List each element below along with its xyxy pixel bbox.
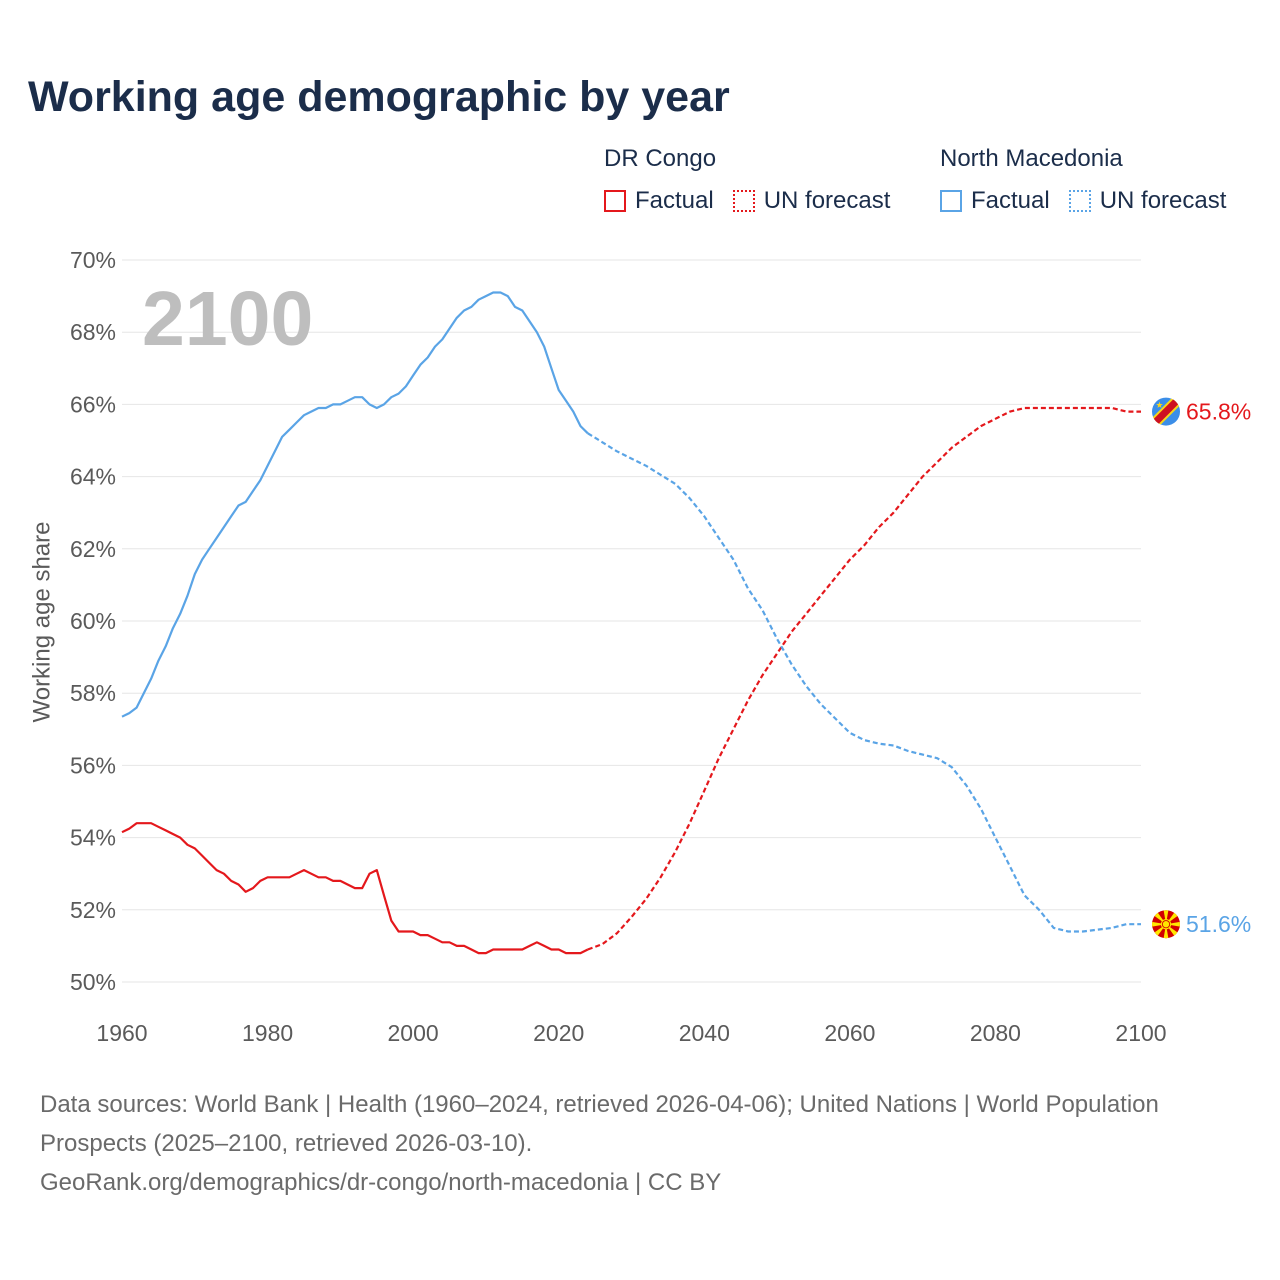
legend-item-factual: Factual bbox=[604, 186, 714, 216]
y-tick-label: 62% bbox=[70, 536, 116, 562]
legend-swatch-dotted bbox=[1068, 190, 1091, 212]
x-tick-label: 2040 bbox=[679, 1020, 730, 1046]
dr-congo-forecast-line bbox=[587, 406, 1141, 951]
data-sources-note: Data sources: World Bank | Health (1960–… bbox=[40, 1091, 1159, 1157]
gridlines bbox=[122, 259, 1141, 983]
legend-swatch-dotted bbox=[732, 190, 755, 212]
x-tick-label: 2080 bbox=[970, 1020, 1021, 1046]
legend-group-north-macedonia: North Macedonia Factual UN forecast bbox=[940, 144, 1226, 216]
north-macedonia-end-label: 51.6% bbox=[1186, 911, 1251, 937]
y-axis-ticks: 50% 52% 54% 56% 58% 60% 62% 64% 66% 68% 70% bbox=[70, 247, 116, 995]
north-macedonia-factual-line bbox=[121, 291, 589, 718]
north-macedonia-forecast-line bbox=[587, 432, 1141, 933]
credit-line: GeoRank.org/demographics/dr-congo/north-… bbox=[40, 1169, 722, 1196]
y-tick-label: 68% bbox=[70, 319, 116, 345]
end-labels: 65.8% 51.6% bbox=[1186, 399, 1251, 938]
y-tick-label: 70% bbox=[70, 247, 116, 273]
x-tick-label: 1960 bbox=[96, 1020, 147, 1046]
series-lines bbox=[121, 291, 1141, 955]
chart-title: Working age demographic by year bbox=[28, 73, 730, 121]
x-tick-label: 2000 bbox=[388, 1020, 439, 1046]
legend-label-factual: Factual bbox=[971, 187, 1050, 214]
legend-item-factual: Factual bbox=[940, 186, 1050, 216]
footer: Data sources: World Bank | Health (1960–… bbox=[40, 1085, 1255, 1202]
north-macedonia-flag-icon bbox=[1152, 910, 1180, 939]
y-tick-label: 58% bbox=[70, 680, 116, 706]
dr-congo-end-label: 65.8% bbox=[1186, 399, 1251, 425]
x-tick-label: 2100 bbox=[1115, 1020, 1166, 1046]
legend-group-dr-congo: DR Congo Factual UN forecast bbox=[604, 144, 890, 216]
y-tick-label: 60% bbox=[70, 608, 116, 634]
x-axis-ticks: 1960 1980 2000 2020 2040 2060 2080 2100 bbox=[96, 1020, 1166, 1046]
y-tick-label: 64% bbox=[70, 464, 116, 490]
year-watermark: 2100 bbox=[142, 276, 313, 362]
dr-congo-factual-line bbox=[121, 822, 589, 955]
y-tick-label: 66% bbox=[70, 391, 116, 417]
legend-item-un-forecast: UN forecast bbox=[1068, 186, 1227, 216]
legend-row: Factual UN forecast bbox=[604, 186, 890, 216]
x-tick-label: 1980 bbox=[242, 1020, 293, 1046]
legend-item-un-forecast: UN forecast bbox=[732, 186, 891, 216]
y-tick-label: 50% bbox=[70, 969, 116, 995]
y-tick-label: 52% bbox=[70, 897, 116, 923]
legend-label-un-forecast: UN forecast bbox=[763, 187, 891, 214]
legend-country-name: North Macedonia bbox=[940, 145, 1123, 172]
legend-country-name: DR Congo bbox=[604, 145, 717, 172]
legend-label-un-forecast: UN forecast bbox=[1099, 187, 1227, 214]
legend-label-factual: Factual bbox=[635, 187, 714, 214]
dr-congo-flag-icon bbox=[1152, 397, 1180, 426]
legend-swatch-solid bbox=[940, 190, 962, 212]
legend-row: Factual UN forecast bbox=[940, 186, 1226, 216]
y-tick-label: 56% bbox=[70, 752, 116, 778]
y-axis-title: Working age share bbox=[29, 522, 56, 723]
x-tick-label: 2020 bbox=[533, 1020, 584, 1046]
y-tick-label: 54% bbox=[70, 825, 116, 851]
x-tick-label: 2060 bbox=[824, 1020, 875, 1046]
legend-swatch-solid bbox=[604, 190, 626, 212]
